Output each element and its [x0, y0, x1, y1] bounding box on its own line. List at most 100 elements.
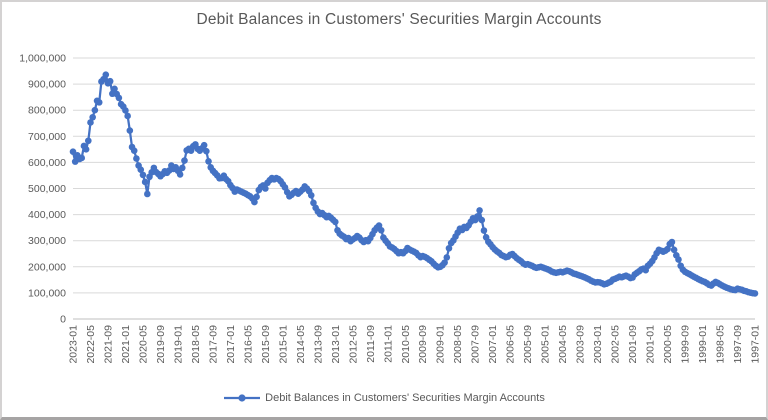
x-axis-tick-label: 2019-09: [155, 325, 167, 364]
x-axis-tick-label: 2001-09: [627, 325, 639, 364]
x-axis-tick-label: 1999-09: [680, 325, 692, 364]
data-point-marker: [95, 99, 103, 106]
x-axis-tick-label: 2014-05: [295, 325, 307, 364]
data-point-marker: [139, 171, 147, 179]
x-axis-tick-label: 2013-01: [330, 325, 342, 364]
x-axis-tick-label: 2006-05: [505, 325, 517, 364]
data-point-marker: [478, 216, 486, 224]
data-point-marker: [133, 155, 140, 162]
data-point-marker: [87, 119, 94, 126]
data-point-marker: [178, 164, 186, 172]
y-axis-tick-label: 500,000: [28, 183, 66, 195]
x-axis-tick-label: 2008-05: [452, 325, 464, 364]
x-axis-tick-label: 2011-01: [382, 325, 394, 363]
data-point-marker: [205, 158, 212, 165]
x-axis-tick-label: 2001-01: [645, 325, 657, 364]
data-point-marker: [443, 254, 451, 261]
data-point-marker: [253, 193, 260, 201]
data-point-marker: [106, 77, 114, 85]
legend-label: Debit Balances in Customers' Securities …: [265, 392, 545, 404]
y-axis-tick-label: 600,000: [28, 157, 66, 169]
y-axis-tick-label: 700,000: [28, 131, 66, 143]
data-point-marker: [668, 238, 676, 246]
data-point-marker: [111, 85, 118, 93]
data-point-marker: [126, 127, 134, 134]
data-point-marker: [664, 245, 671, 253]
x-axis-tick-label: 1997-09: [732, 325, 744, 364]
x-axis-tick-label: 2021-01: [120, 325, 132, 364]
y-axis-tick-label: 0: [60, 314, 66, 326]
legend-line-marker-icon: [224, 394, 261, 402]
x-axis-tick-label: 2019-01: [172, 325, 184, 364]
data-point-marker: [307, 191, 315, 199]
x-axis-tick-label: 2016-05: [242, 325, 254, 364]
data-point-marker: [181, 157, 188, 164]
y-axis-tick-label: 100,000: [28, 287, 66, 299]
x-axis-tick-label: 2012-05: [347, 325, 359, 364]
x-axis-tick-label: 2007-01: [487, 325, 499, 364]
x-axis-tick-label: 2015-09: [260, 325, 272, 364]
data-point-marker: [102, 71, 110, 78]
y-axis-tick-label: 400,000: [28, 209, 66, 221]
x-axis-tick-label: 2022-05: [85, 325, 97, 364]
data-point-marker: [115, 94, 123, 102]
data-point-marker: [445, 244, 453, 252]
data-point-marker: [176, 171, 184, 178]
data-point-marker: [751, 290, 759, 297]
x-axis-tick-label: 2018-05: [190, 325, 202, 364]
data-point-marker: [332, 218, 339, 226]
data-point-marker: [91, 106, 99, 114]
data-point-marker: [200, 141, 208, 149]
x-axis-tick-label: 2009-09: [417, 325, 429, 364]
data-point-marker: [122, 107, 129, 114]
data-point-marker: [89, 113, 96, 121]
data-point-marker: [262, 185, 269, 192]
x-axis-tick-label: 2010-05: [400, 325, 412, 364]
y-axis-tick-label: 200,000: [28, 261, 66, 273]
x-axis-tick-label: 1997-01: [750, 325, 762, 364]
data-point-marker: [141, 178, 149, 186]
x-axis-tick-label: 2013-09: [312, 325, 324, 364]
data-point-marker: [476, 207, 483, 214]
x-axis-tick-label: 2011-09: [365, 325, 377, 363]
y-axis-tick-label: 800,000: [28, 105, 66, 117]
x-axis-tick-label: 2023-01: [68, 325, 80, 364]
y-axis-tick-label: 1,000,000: [19, 53, 66, 65]
data-point-marker: [144, 190, 151, 198]
data-point-marker: [137, 166, 145, 174]
data-point-marker: [69, 148, 77, 155]
x-axis-tick-label: 1999-01: [697, 325, 709, 364]
x-axis-tick-label: 1998-05: [715, 325, 727, 364]
data-point-marker: [480, 227, 488, 234]
data-point-marker: [85, 137, 92, 145]
data-point-marker: [670, 246, 678, 254]
y-axis-tick-label: 300,000: [28, 235, 66, 247]
data-point-marker: [203, 147, 210, 155]
x-axis-tick-label: 2004-05: [557, 325, 569, 364]
x-axis-tick-label: 2017-01: [225, 325, 237, 364]
data-point-marker: [377, 226, 385, 234]
x-axis-tick-label: 2003-09: [575, 325, 587, 364]
x-axis-tick-label: 2003-01: [592, 325, 604, 364]
data-point-marker: [124, 112, 131, 120]
x-axis-tick-label: 2002-05: [610, 325, 622, 364]
x-axis-tick-label: 2020-05: [137, 325, 149, 364]
y-axis-tick-label: 900,000: [28, 79, 66, 91]
chart-title: Debit Balances in Customers' Securities …: [196, 11, 602, 28]
data-point-marker: [474, 213, 481, 220]
x-axis-tick-label: 2000-05: [662, 325, 674, 364]
data-point-marker: [310, 199, 317, 207]
data-point-marker: [251, 198, 258, 206]
x-axis-tick-label: 2007-09: [470, 325, 482, 364]
legend: Debit Balances in Customers' Securities …: [2, 392, 766, 404]
data-point-marker: [82, 146, 90, 153]
x-axis-tick-label: 2005-01: [540, 325, 552, 364]
x-axis-tick-label: 2017-09: [207, 325, 219, 364]
data-point-marker: [675, 256, 682, 263]
data-point-marker: [78, 154, 86, 162]
data-point-marker: [441, 259, 448, 266]
x-axis-tick-label: 2005-09: [522, 325, 534, 364]
x-axis-tick-label: 2009-01: [435, 325, 447, 364]
